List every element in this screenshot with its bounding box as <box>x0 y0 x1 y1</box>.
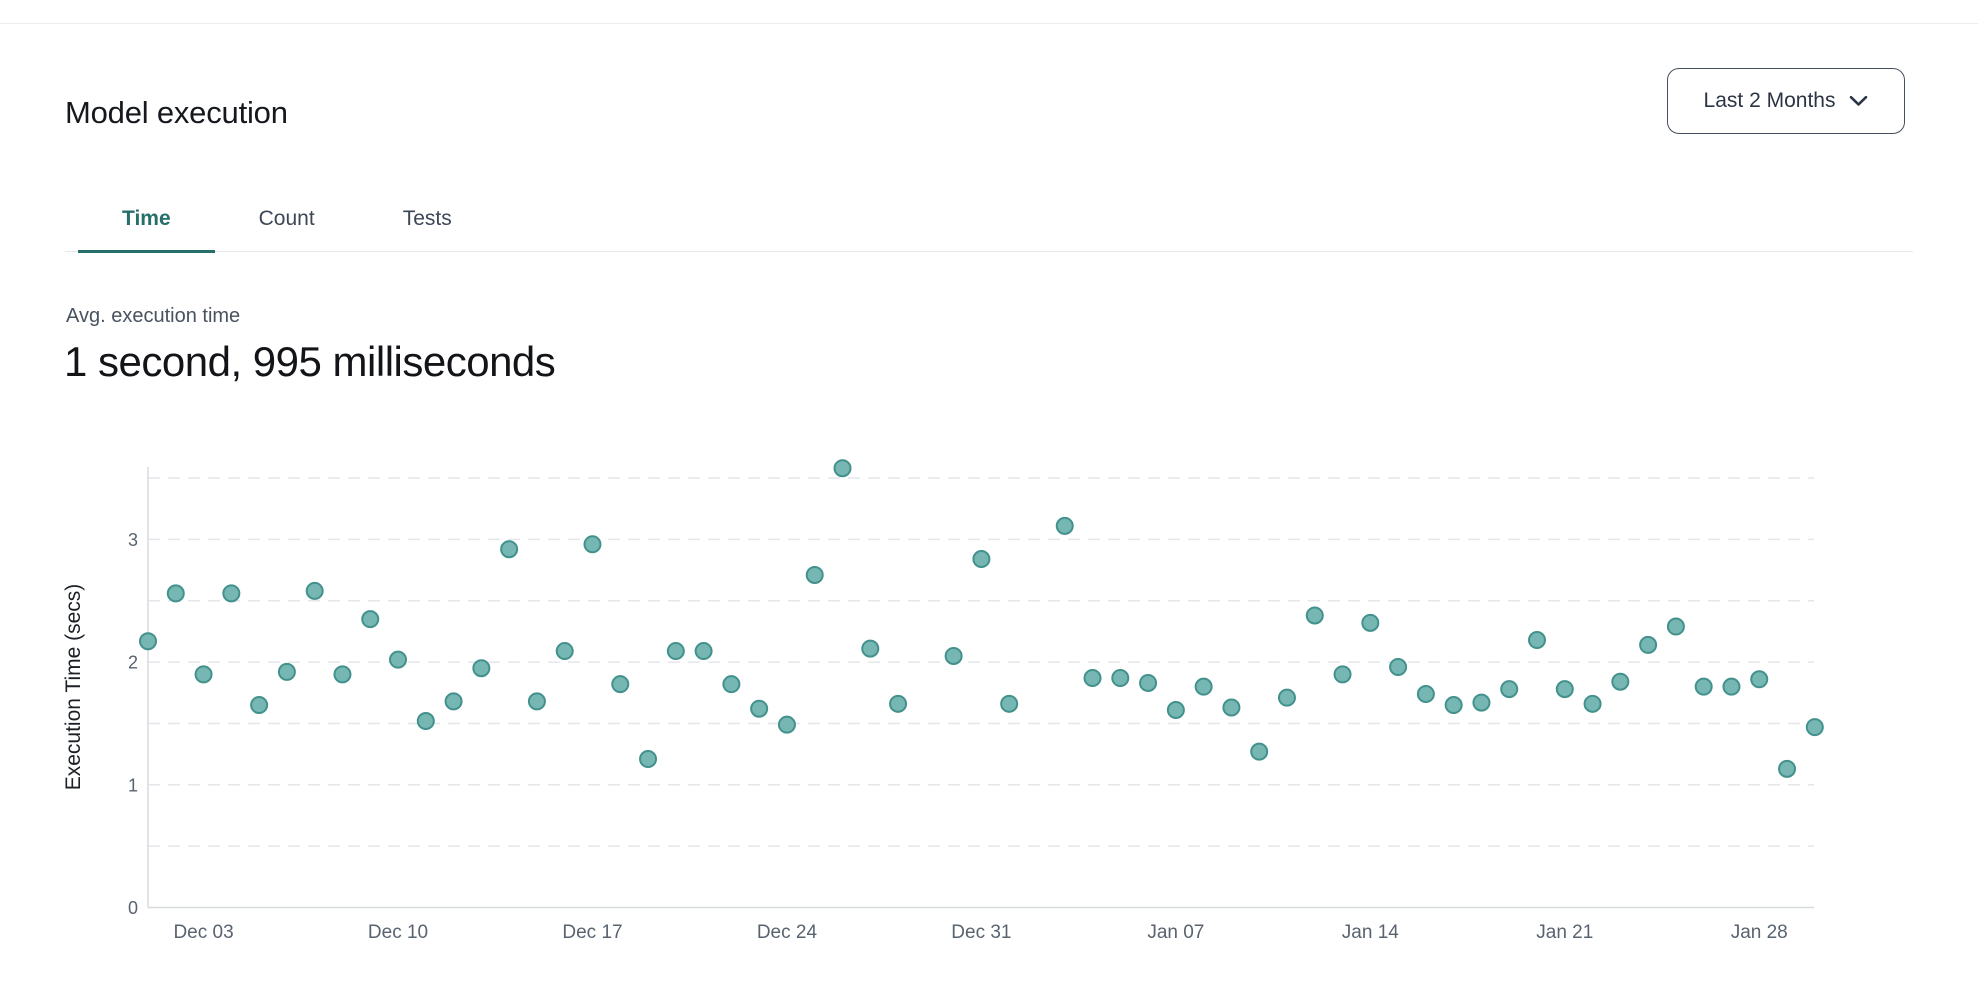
data-point[interactable] <box>555 642 574 661</box>
data-point[interactable] <box>777 715 796 734</box>
data-point[interactable] <box>805 565 824 584</box>
data-point[interactable] <box>1416 685 1435 704</box>
data-point[interactable] <box>1333 665 1352 684</box>
data-point[interactable] <box>1222 698 1241 717</box>
data-point[interactable] <box>861 639 880 658</box>
y-tick-label: 1 <box>128 775 138 795</box>
data-point[interactable] <box>1000 694 1019 713</box>
data-point[interactable] <box>472 659 491 678</box>
data-point[interactable] <box>1083 669 1102 688</box>
data-point[interactable] <box>1166 700 1185 719</box>
data-point[interactable] <box>1722 677 1741 696</box>
data-point[interactable] <box>1444 696 1463 715</box>
tab-tests-label: Tests <box>402 206 452 230</box>
data-point[interactable] <box>1194 677 1213 696</box>
x-tick-label: Jan 28 <box>1731 922 1788 943</box>
data-point[interactable] <box>1778 759 1797 778</box>
data-point[interactable] <box>1389 658 1408 677</box>
data-point[interactable] <box>1666 617 1685 636</box>
tab-tests[interactable]: Tests <box>359 186 496 251</box>
data-point[interactable] <box>972 550 991 569</box>
data-point[interactable] <box>1472 693 1491 712</box>
data-point[interactable] <box>166 584 185 603</box>
data-point[interactable] <box>1694 677 1713 696</box>
data-point[interactable] <box>250 696 269 715</box>
data-point[interactable] <box>1277 688 1296 707</box>
data-point[interactable] <box>1528 631 1546 650</box>
chevron-down-icon <box>1849 95 1868 107</box>
data-point[interactable] <box>1500 680 1519 699</box>
data-point[interactable] <box>277 662 296 681</box>
data-point[interactable] <box>305 581 324 600</box>
x-tick-label: Jan 14 <box>1342 922 1399 943</box>
x-tick-label: Dec 03 <box>173 922 233 943</box>
data-point[interactable] <box>389 650 408 669</box>
data-point[interactable] <box>416 711 435 730</box>
data-point[interactable] <box>1611 672 1630 691</box>
data-point[interactable] <box>722 675 741 694</box>
data-point[interactable] <box>1055 516 1074 535</box>
data-point[interactable] <box>1305 606 1324 625</box>
data-point[interactable] <box>333 665 352 684</box>
data-point[interactable] <box>194 665 213 684</box>
tab-time[interactable]: Time <box>78 186 215 253</box>
data-point[interactable] <box>444 692 463 711</box>
y-tick-label: 2 <box>128 653 138 673</box>
x-tick-label: Dec 10 <box>368 922 428 943</box>
date-range-dropdown[interactable]: Last 2 Months <box>1667 68 1905 134</box>
x-tick-label: Dec 17 <box>562 922 622 943</box>
data-point[interactable] <box>833 459 852 478</box>
data-point[interactable] <box>1750 670 1769 689</box>
data-point[interactable] <box>1139 673 1158 692</box>
data-point[interactable] <box>666 642 685 661</box>
top-divider <box>0 23 1978 24</box>
data-point[interactable] <box>944 646 963 665</box>
data-point[interactable] <box>694 642 713 661</box>
data-point[interactable] <box>500 540 519 559</box>
x-tick-label: Dec 24 <box>757 922 818 943</box>
tab-bar: Time Count Tests <box>65 186 1913 253</box>
stat-value: 1 second, 995 milliseconds <box>64 338 556 385</box>
x-tick-label: Dec 31 <box>951 922 1011 943</box>
data-point[interactable] <box>1555 680 1574 699</box>
data-point[interactable] <box>1639 635 1658 654</box>
data-point[interactable] <box>750 699 769 718</box>
data-point[interactable] <box>361 610 380 629</box>
data-point[interactable] <box>889 694 908 713</box>
tab-count[interactable]: Count <box>215 186 359 251</box>
date-range-label: Last 2 Months <box>1703 89 1836 112</box>
data-point[interactable] <box>527 692 546 711</box>
y-axis-title: Execution Time (secs) <box>62 584 85 791</box>
data-point[interactable] <box>1250 742 1269 761</box>
data-point[interactable] <box>1583 694 1602 713</box>
data-point[interactable] <box>139 632 157 651</box>
data-point[interactable] <box>639 750 658 769</box>
data-point[interactable] <box>1361 613 1380 632</box>
data-point[interactable] <box>222 584 241 603</box>
data-point[interactable] <box>1111 669 1130 688</box>
tab-time-label: Time <box>122 206 171 230</box>
x-tick-label: Jan 07 <box>1147 922 1204 943</box>
x-tick-label: Jan 21 <box>1536 922 1593 943</box>
stat-label: Avg. execution time <box>66 305 241 327</box>
y-tick-label: 0 <box>128 898 138 918</box>
data-point[interactable] <box>611 675 630 694</box>
data-point[interactable] <box>583 535 602 554</box>
data-point[interactable] <box>1805 718 1824 737</box>
tab-count-label: Count <box>258 206 315 230</box>
page-title: Model execution <box>65 94 288 130</box>
y-tick-label: 3 <box>128 530 138 550</box>
